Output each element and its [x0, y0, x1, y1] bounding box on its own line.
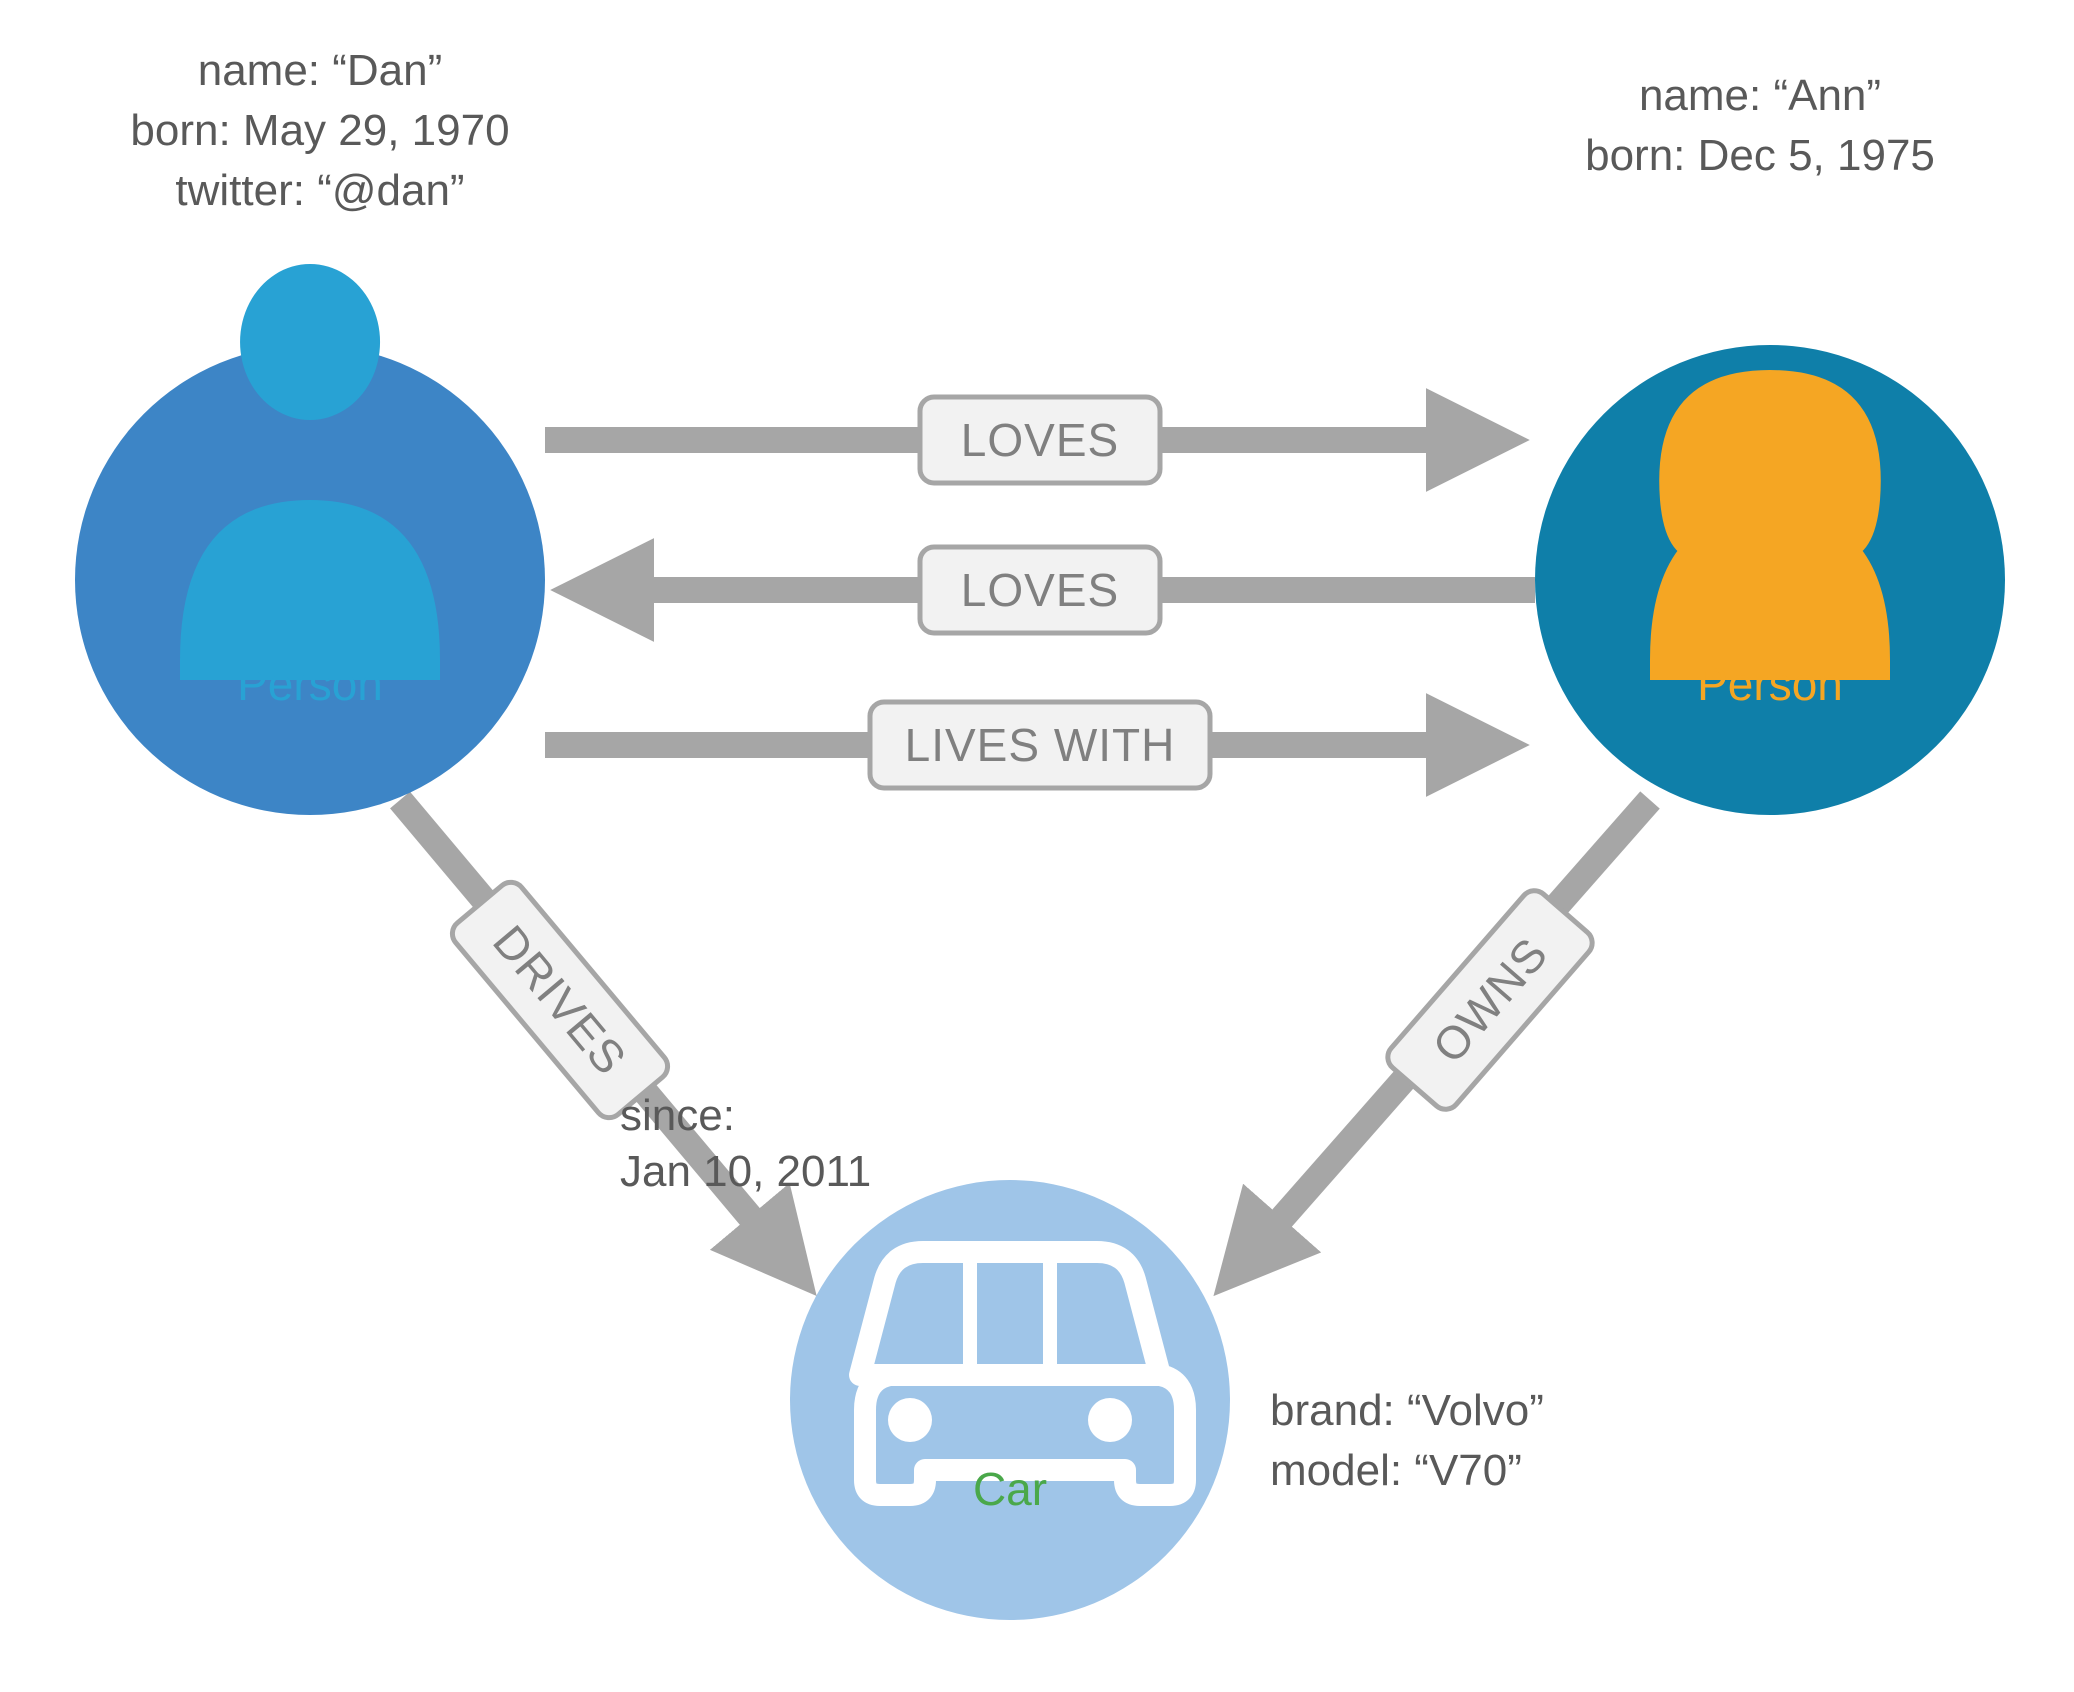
- edge-prop-drives: Jan 10, 2011: [620, 1147, 871, 1196]
- node-dan: Person: [75, 264, 545, 815]
- edge-label-text-lives: LIVES WITH: [905, 719, 1176, 771]
- node-label-car: Car: [973, 1463, 1047, 1515]
- node-prop-ann: name: “Ann”: [1639, 71, 1881, 120]
- node-label-ann: Person: [1697, 658, 1843, 710]
- edge-label-loves1: LOVES: [920, 397, 1160, 483]
- node-prop-car: brand: “Volvo”: [1270, 1386, 1544, 1435]
- node-prop-dan: born: May 29, 1970: [130, 106, 509, 155]
- node-ann: Person: [1535, 345, 2005, 815]
- graph-diagram: LOVES LOVES LIVES WITH DRIVESsince: Jan 10, …: [0, 0, 2074, 1692]
- edge-label-owns: OWNS: [1382, 885, 1598, 1115]
- edge-label-text-loves1: LOVES: [961, 414, 1119, 466]
- node-label-dan: Person: [237, 658, 383, 710]
- node-prop-ann: born: Dec 5, 1975: [1585, 131, 1935, 180]
- edge-label-lives: LIVES WITH: [870, 702, 1210, 788]
- person-icon: [1650, 370, 1890, 680]
- node-car: Car: [790, 1180, 1230, 1620]
- edge-prop-drives: since:: [620, 1091, 735, 1140]
- node-prop-car: model: “V70”: [1270, 1446, 1522, 1495]
- node-prop-dan: twitter: “@dan”: [175, 166, 464, 215]
- edge-label-drives: DRIVES: [447, 877, 674, 1124]
- edge-label-loves2: LOVES: [920, 547, 1160, 633]
- edge-label-text-loves2: LOVES: [961, 564, 1119, 616]
- node-prop-dan: name: “Dan”: [198, 46, 443, 95]
